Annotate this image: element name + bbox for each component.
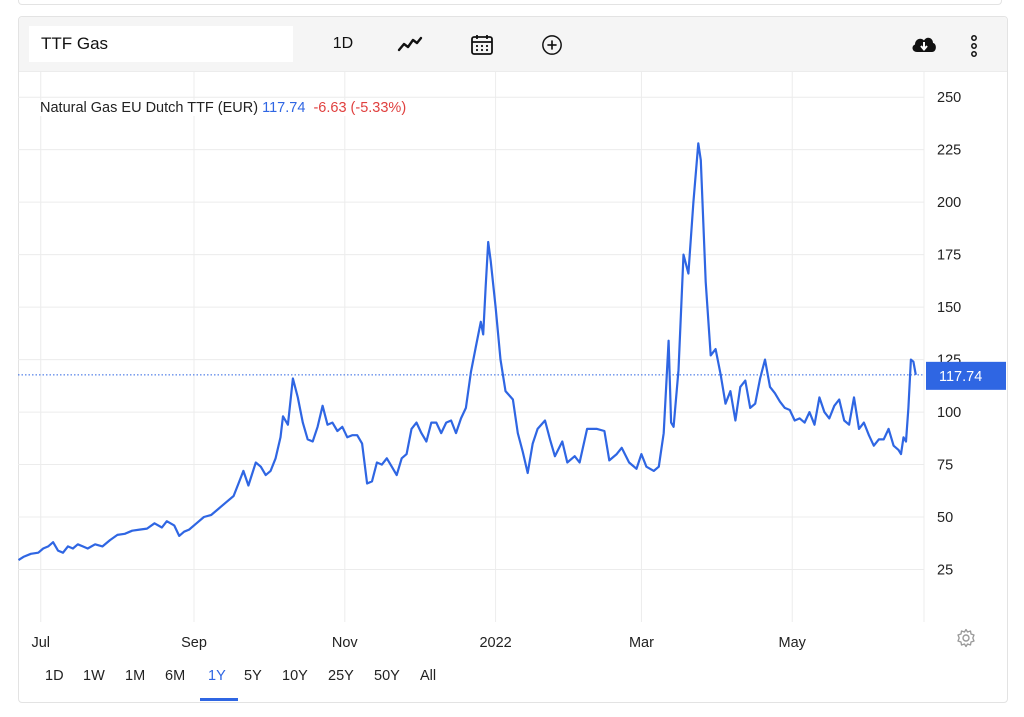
range-button-1w[interactable]: 1W [83, 668, 105, 684]
cloud-download-icon[interactable] [907, 27, 941, 61]
y-tick-label: 200 [937, 195, 961, 211]
last-value-label: 117.74 [939, 369, 982, 385]
line-chart-icon[interactable] [393, 27, 427, 61]
gear-icon[interactable] [956, 628, 976, 648]
chart-legend: Natural Gas EU Dutch TTF (EUR) 117.74 -6… [38, 100, 409, 116]
calendar-icon[interactable] [465, 27, 499, 61]
add-circle-icon[interactable] [535, 27, 569, 61]
series-line [17, 142, 917, 562]
y-tick-label: 250 [937, 90, 961, 106]
x-tick-label: 2022 [479, 635, 511, 651]
y-tick-label: 150 [937, 300, 961, 316]
x-tick-label: Jul [31, 635, 50, 651]
y-tick-label: 175 [937, 248, 961, 264]
y-tick-label: 50 [937, 510, 953, 526]
range-button-5y[interactable]: 5Y [244, 668, 262, 684]
x-tick-label: Mar [629, 635, 654, 651]
interval-button[interactable]: 1D [332, 35, 354, 52]
chart-toolbar: TTF Gas 1D [19, 17, 1007, 72]
x-tick-label: May [779, 635, 807, 651]
range-button-1d[interactable]: 1D [45, 668, 64, 684]
x-tick-label: Sep [181, 635, 207, 651]
range-button-1m[interactable]: 1M [125, 668, 146, 684]
y-tick-label: 25 [937, 563, 953, 579]
range-button-50y[interactable]: 50Y [374, 668, 400, 684]
range-button-6m[interactable]: 6M [165, 668, 186, 684]
range-button-25y[interactable]: 25Y [328, 668, 354, 684]
range-button-all[interactable]: All [420, 668, 437, 684]
legend-price: 117.74 [262, 100, 306, 116]
range-button-1y[interactable]: 1Y [208, 668, 226, 684]
active-range-underline [200, 698, 238, 701]
last-value-label-bg [926, 361, 1006, 390]
legend-name: Natural Gas EU Dutch TTF (EUR) [40, 100, 259, 116]
legend-change: -6.63 (-5.33%) [313, 100, 407, 116]
more-vertical-icon[interactable] [959, 27, 989, 61]
y-tick-label: 100 [937, 405, 961, 421]
range-button-10y[interactable]: 10Y [282, 668, 308, 684]
symbol-input[interactable]: TTF Gas [29, 26, 293, 62]
x-tick-label: Nov [332, 635, 359, 651]
y-tick-label: 75 [937, 458, 953, 474]
y-tick-label: 225 [937, 143, 961, 159]
previous-panel-edge [18, 0, 1002, 5]
